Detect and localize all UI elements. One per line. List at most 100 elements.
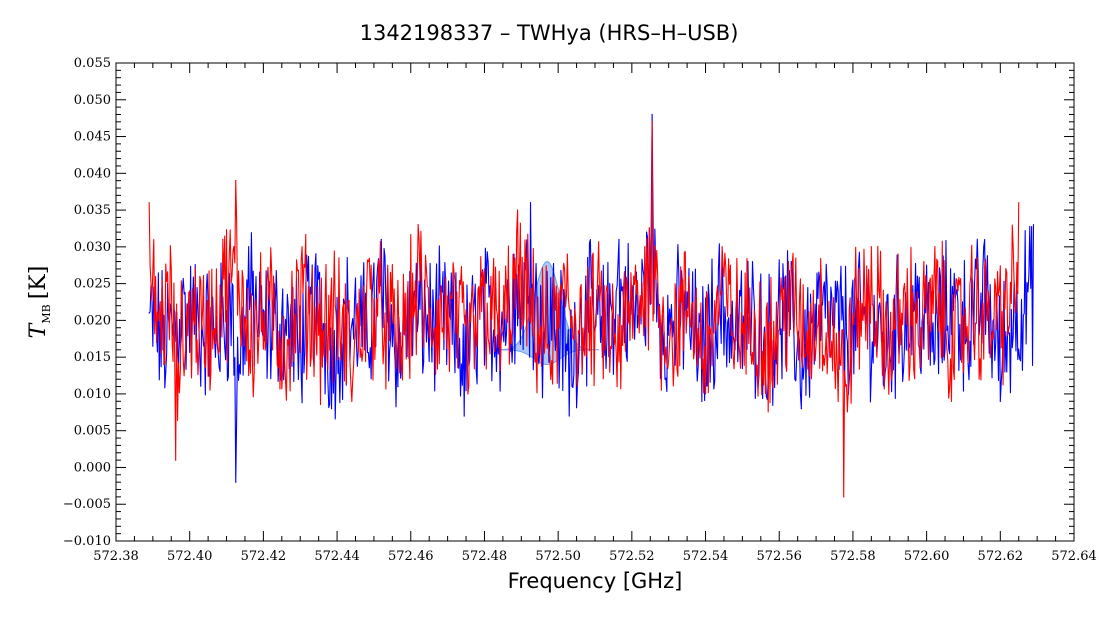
data-point-red (688, 275, 690, 277)
y-axis-ticks: −0.010 −0.005 0.000 0.005 0.010 0.015 0.020 0.0… (63, 56, 1074, 549)
data-point-red (318, 334, 320, 336)
svg-text:TMB[K]: TMB [K] (26, 266, 53, 339)
data-point-red (417, 224, 419, 226)
data-point-red (738, 341, 740, 344)
data-point-red (434, 327, 436, 329)
y-tick-label: 0.040 (74, 166, 111, 181)
data-point-red (721, 246, 723, 248)
data-point-blue (148, 312, 150, 314)
x-tick-label: 572.62 (978, 549, 1024, 564)
data-point-blue (750, 312, 753, 314)
data-point-blue (231, 283, 233, 285)
data-point-red (268, 290, 270, 292)
data-point-blue (330, 408, 333, 410)
data-point-red (284, 378, 287, 380)
data-point-red (384, 312, 386, 314)
data-point-red (148, 202, 150, 204)
data-point-red (235, 180, 237, 182)
data-point-red (566, 253, 568, 255)
data-point-blue (634, 305, 637, 307)
data-point-red (658, 305, 661, 307)
chart-title: 1342198337 – TWHya (HRS–H–USB) (360, 21, 739, 45)
data-point-blue (568, 415, 570, 417)
x-tick-label: 572.38 (93, 549, 139, 564)
plot-frame (115, 62, 1075, 542)
x-axis-ticks: 572.38 572.40 572.42 572.44 572.46 572.48 572.… (93, 63, 1097, 564)
data-point-blue (618, 238, 620, 241)
data-point-red (644, 246, 646, 248)
x-axis-title: Frequency [GHz] (508, 569, 683, 593)
data-point-red (651, 121, 653, 123)
x-tick-label: 572.64 (1051, 549, 1097, 564)
data-point-red (550, 378, 552, 380)
data-point-red (616, 385, 618, 388)
data-point-blue (999, 400, 1001, 402)
y-axis-title-subscript: MB (40, 304, 53, 323)
data-point-red (170, 268, 172, 270)
data-point-red (175, 459, 177, 461)
x-tick-label: 572.60 (904, 549, 950, 564)
data-point-red (222, 238, 224, 241)
data-point-red (821, 290, 823, 292)
data-point-blue (380, 238, 382, 241)
x-tick-label: 572.50 (535, 549, 581, 564)
y-tick-label: 0.005 (74, 424, 111, 439)
y-tick-label: 0.015 (74, 350, 111, 365)
data-point-blue (214, 356, 217, 358)
y-tick-label: −0.005 (63, 497, 111, 512)
data-point-blue (668, 334, 670, 336)
data-point-red (986, 319, 989, 321)
data-point-blue (717, 268, 720, 270)
x-tick-label: 572.52 (609, 549, 655, 564)
data-point-blue (645, 231, 648, 233)
data-point-red (843, 496, 845, 498)
data-point-red (633, 275, 635, 277)
x-tick-label: 572.42 (241, 549, 287, 564)
x-tick-label: 572.54 (683, 549, 729, 564)
data-point-red (804, 356, 806, 358)
data-point-red (903, 283, 906, 285)
data-point-blue (463, 415, 465, 417)
data-point-blue (585, 275, 587, 277)
y-tick-label: 0.010 (74, 387, 111, 402)
x-tick-label: 572.40 (167, 549, 213, 564)
data-point-red (1018, 202, 1020, 204)
data-point-red (771, 378, 773, 380)
data-point-red (920, 327, 922, 329)
data-point-red (787, 260, 790, 263)
data-point-red (483, 268, 486, 270)
data-point-blue (933, 363, 935, 366)
data-point-blue (1032, 224, 1035, 226)
data-point-blue (235, 481, 237, 483)
y-tick-label: 0.025 (74, 277, 111, 292)
y-axis-title-unit: [K] (26, 266, 51, 300)
data-point-blue (281, 312, 283, 314)
data-point-blue (800, 408, 802, 410)
data-point-red (754, 319, 756, 321)
y-tick-label: 0.045 (74, 130, 111, 145)
data-point-red (467, 393, 469, 395)
x-tick-label: 572.44 (314, 549, 360, 564)
y-tick-label: 0.035 (74, 203, 111, 218)
data-point-blue (314, 268, 316, 270)
series-line-blue (148, 113, 1035, 483)
data-point-red (953, 378, 955, 380)
data-point-blue (297, 378, 299, 380)
data-point-blue (916, 275, 919, 277)
data-point-blue (701, 400, 703, 402)
data-point-blue (949, 268, 952, 270)
x-tick-label: 572.58 (830, 549, 876, 564)
data-point-red (937, 260, 939, 263)
y-tick-label: 0.000 (74, 460, 111, 475)
x-tick-label: 572.56 (756, 549, 802, 564)
data-point-red (450, 297, 452, 299)
data-point-red (517, 209, 519, 211)
data-point-blue (529, 202, 532, 204)
data-point-red (400, 363, 403, 366)
data-point-red (189, 290, 191, 292)
data-point-blue (513, 253, 515, 255)
data-point-blue (248, 246, 250, 248)
plot-area (148, 113, 1035, 498)
y-axis-title-symbol: T (26, 321, 51, 338)
